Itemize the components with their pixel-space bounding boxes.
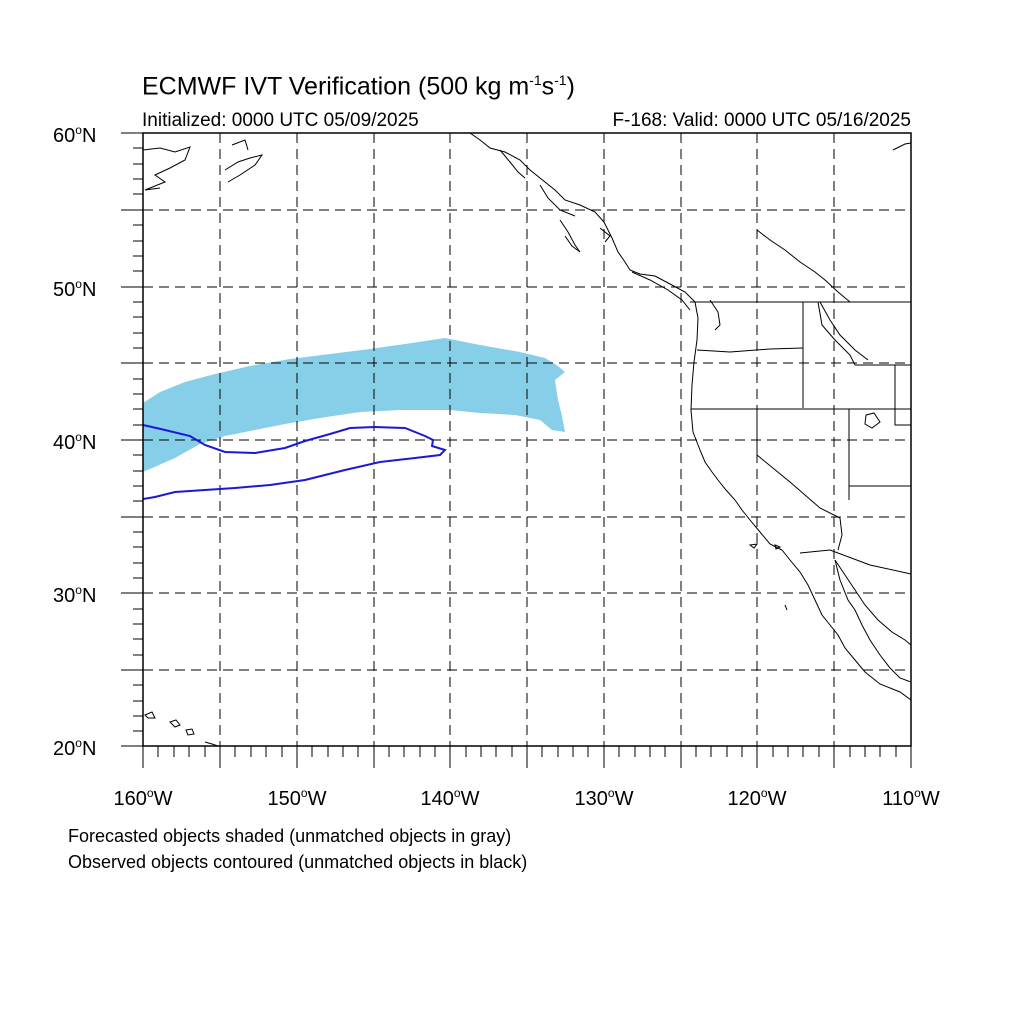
lat-label-20: 20oN	[53, 736, 96, 760]
graticule	[143, 133, 911, 746]
state-borders	[690, 301, 911, 575]
initialized-label: Initialized: 0000 UTC 05/09/2025	[142, 110, 419, 131]
lon-ticks	[142, 746, 912, 768]
lon-label-130w: 130oW	[575, 786, 634, 810]
lat-ticks	[121, 132, 143, 747]
lat-label-30: 30oN	[53, 583, 96, 607]
valid-label: F-168: Valid: 0000 UTC 05/16/2025	[612, 110, 911, 131]
observed-legend-note: Observed objects contoured (unmatched ob…	[68, 852, 528, 872]
coastlines	[143, 133, 911, 746]
lat-label-60: 60oN	[53, 123, 96, 147]
lon-label-150w: 150oW	[268, 786, 327, 810]
lat-label-50: 50oN	[53, 277, 96, 301]
lon-label-140w: 140oW	[421, 786, 480, 810]
observed-object-contour	[143, 424, 447, 500]
lat-label-40: 40oN	[53, 430, 96, 454]
lon-label-120w: 120oW	[728, 786, 787, 810]
forecast-legend-note: Forecasted objects shaded (unmatched obj…	[68, 826, 512, 846]
lon-label-160w: 160oW	[114, 786, 173, 810]
forecast-object	[143, 338, 565, 472]
plot-title: ECMWF IVT Verification (500 kg m-1s-1)	[142, 72, 575, 101]
lon-label-110w: 110oW	[882, 786, 940, 810]
